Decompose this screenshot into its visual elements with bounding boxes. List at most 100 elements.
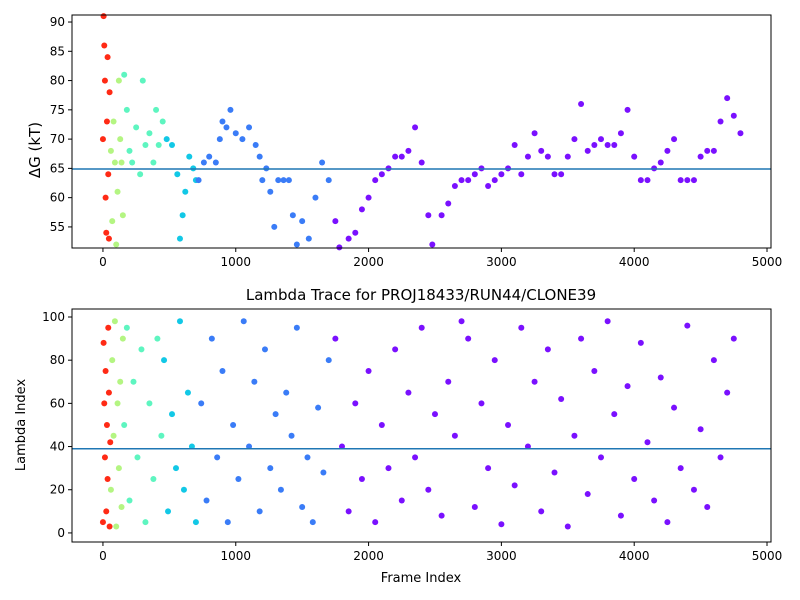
point — [637, 339, 644, 346]
point — [251, 378, 258, 385]
point — [115, 77, 122, 84]
point — [119, 335, 126, 342]
point — [179, 212, 186, 219]
point — [412, 124, 419, 131]
point — [104, 54, 111, 61]
point — [246, 124, 253, 131]
point — [418, 324, 425, 331]
point — [325, 177, 332, 184]
point — [485, 182, 492, 189]
point — [345, 508, 352, 515]
point — [352, 400, 359, 407]
point — [105, 171, 112, 178]
point — [293, 241, 300, 248]
point — [105, 389, 112, 396]
point — [106, 523, 113, 530]
point — [511, 141, 518, 148]
point — [597, 136, 604, 143]
point — [332, 335, 339, 342]
point — [551, 469, 558, 476]
point — [304, 454, 311, 461]
point — [690, 486, 697, 493]
point — [259, 177, 266, 184]
point — [651, 497, 658, 504]
point — [485, 465, 492, 472]
point — [256, 153, 263, 160]
point — [267, 188, 274, 195]
point — [697, 426, 704, 433]
point — [150, 159, 157, 166]
point — [445, 378, 452, 385]
x-tick-label: 4000 — [619, 255, 650, 269]
point — [103, 508, 110, 515]
point — [106, 89, 113, 96]
point — [405, 147, 412, 154]
point — [644, 439, 651, 446]
point — [657, 159, 664, 166]
x-tick-label: 1000 — [220, 255, 251, 269]
point — [121, 421, 128, 428]
point — [412, 454, 419, 461]
x-tick-label: 3000 — [486, 549, 517, 563]
point — [471, 504, 478, 511]
point — [101, 42, 108, 49]
point — [208, 335, 215, 342]
point — [429, 241, 436, 248]
point — [431, 411, 438, 418]
point — [280, 177, 287, 184]
point — [169, 141, 176, 148]
point — [664, 519, 671, 526]
point — [531, 130, 538, 137]
point — [624, 383, 631, 390]
point — [524, 153, 531, 160]
point — [119, 212, 126, 219]
point — [458, 318, 465, 325]
point — [174, 171, 181, 178]
point — [684, 177, 691, 184]
point — [103, 229, 110, 236]
point — [227, 106, 234, 113]
point — [710, 357, 717, 364]
point — [107, 486, 114, 493]
point — [611, 411, 618, 418]
point — [558, 396, 565, 403]
point — [139, 77, 146, 84]
point — [110, 432, 117, 439]
point — [126, 147, 133, 154]
point — [471, 171, 478, 178]
point — [611, 141, 618, 148]
point — [405, 389, 412, 396]
point — [206, 153, 213, 160]
point — [604, 318, 611, 325]
point — [288, 432, 295, 439]
point — [551, 171, 558, 178]
point — [365, 194, 372, 201]
point — [631, 153, 638, 160]
point — [571, 432, 578, 439]
point — [305, 235, 312, 242]
point — [219, 118, 226, 125]
point — [664, 147, 671, 154]
y-tick-label: 70 — [50, 132, 65, 146]
point — [118, 504, 125, 511]
point — [319, 159, 326, 166]
point — [102, 194, 109, 201]
point — [624, 106, 631, 113]
point — [418, 159, 425, 166]
x-tick-label: 2000 — [353, 549, 384, 563]
point — [312, 194, 319, 201]
point — [101, 400, 108, 407]
point — [104, 475, 111, 482]
point — [121, 71, 128, 78]
x-axis-label: Frame Index — [381, 571, 462, 586]
x-tick-label: 4000 — [619, 549, 650, 563]
point — [631, 475, 638, 482]
y-tick-label: 60 — [50, 396, 65, 410]
point — [230, 421, 237, 428]
point — [105, 235, 112, 242]
point — [126, 497, 133, 504]
point — [267, 465, 274, 472]
point — [107, 147, 114, 154]
point — [117, 136, 124, 143]
